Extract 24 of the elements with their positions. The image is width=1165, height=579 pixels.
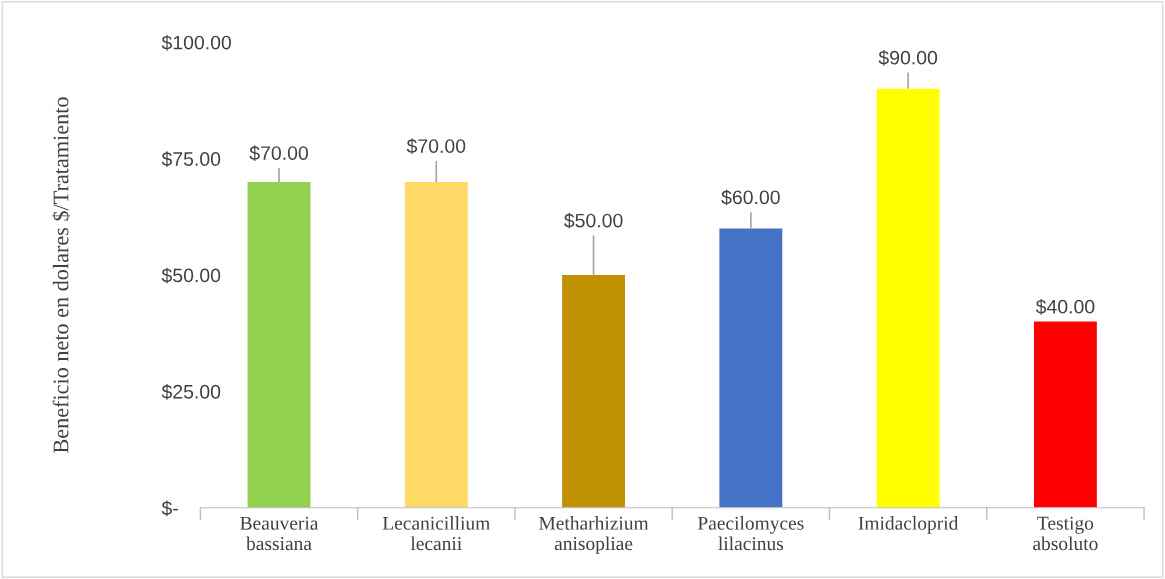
bar: [562, 275, 626, 508]
y-tick-label: $-: [161, 500, 178, 517]
data-label: $70.00: [406, 138, 466, 155]
y-tick-label: $50.00: [161, 267, 221, 284]
bar: [1033, 321, 1097, 508]
data-label: $60.00: [721, 189, 780, 206]
bar: [719, 228, 783, 508]
x-tick-label: Testigo absoluto: [1033, 516, 1098, 551]
x-tick-label: Paecilomyces lilacinus: [697, 516, 804, 551]
x-tick-label: Lecanicillium lecanii: [382, 516, 490, 551]
y-axis-title: Beneficio neto en dolares $/Tratamiento: [52, 97, 70, 453]
bar: [404, 181, 468, 508]
data-label: $40.00: [1035, 298, 1095, 315]
x-tick-label: Beauveria bassiana: [240, 516, 319, 551]
y-tick-label: $25.00: [161, 384, 221, 400]
x-tick-label: Metharhizium anisopliae: [539, 516, 649, 555]
data-label: $50.00: [564, 212, 623, 229]
data-label: $70.00: [249, 145, 308, 162]
bar: [247, 181, 311, 508]
x-tick-label: Imidacloprid: [858, 516, 959, 534]
bar: [876, 88, 940, 508]
y-tick-label: $75.00: [161, 151, 221, 168]
data-label: $90.00: [878, 49, 938, 66]
y-tick-label: $100.00: [161, 34, 232, 51]
